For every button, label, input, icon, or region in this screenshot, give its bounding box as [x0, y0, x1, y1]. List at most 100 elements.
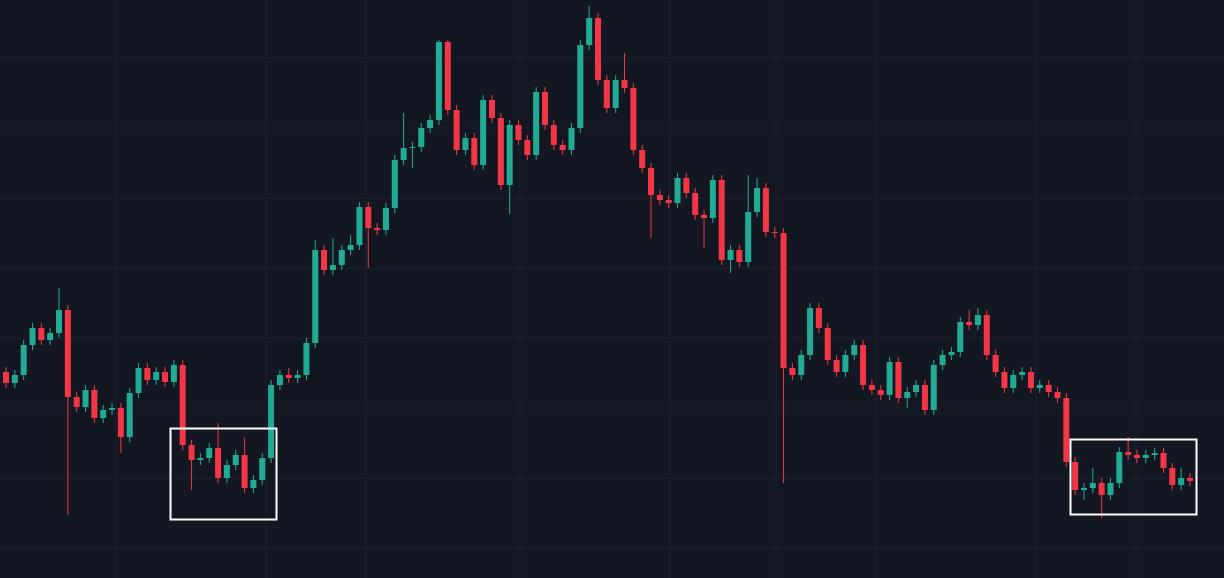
candle-body [533, 92, 540, 155]
candle-body [709, 180, 716, 218]
candle-body [365, 207, 372, 228]
candle-body [64, 310, 71, 397]
candle-body [1072, 462, 1079, 490]
candle-body [974, 315, 981, 325]
candle-body [718, 180, 725, 260]
candle-body [56, 310, 63, 333]
candle-body [126, 393, 133, 437]
candle-body [648, 168, 655, 195]
candle-body [939, 355, 946, 365]
candle-body [886, 362, 893, 395]
candle-body [798, 355, 805, 375]
candle-body [471, 138, 478, 165]
candle-body [595, 18, 601, 80]
candle-body [736, 250, 743, 262]
candle-body [1080, 488, 1087, 490]
candle-body [966, 322, 973, 325]
candle-body [20, 345, 27, 375]
candle-body [1169, 468, 1176, 485]
candle-body [904, 392, 911, 398]
candle-body [815, 308, 822, 328]
candle-body [541, 92, 548, 125]
candle-body [1125, 452, 1132, 455]
candle-body [91, 390, 98, 418]
candle-body [1027, 372, 1034, 388]
candle-body [1142, 455, 1149, 458]
candle-body [771, 232, 778, 233]
candle-body [117, 408, 124, 437]
candle-body [215, 448, 222, 478]
candle-body [73, 397, 80, 407]
candle-body [577, 45, 584, 128]
candle-body [524, 140, 531, 155]
candle-body [1107, 483, 1114, 495]
candle-body [47, 333, 54, 340]
candle-body [683, 178, 690, 193]
candle-body [674, 178, 681, 203]
candle-body [824, 328, 831, 360]
candle-body [356, 207, 363, 245]
candle-body [285, 375, 292, 378]
candle-body [312, 250, 319, 343]
candle-body [109, 408, 116, 410]
candle-body [1098, 483, 1105, 495]
candle-body [780, 233, 787, 368]
candle-body [276, 375, 283, 385]
candle-body [1063, 398, 1070, 462]
candle-body [586, 18, 593, 45]
candle-body [701, 215, 708, 218]
candle-body [1160, 453, 1167, 468]
candle-body [877, 390, 884, 395]
candle-body [82, 390, 89, 407]
candle-body [232, 455, 239, 465]
candle-body [144, 368, 151, 380]
candle-body [179, 365, 186, 445]
candle-body [462, 138, 469, 150]
candle-body [1089, 483, 1096, 488]
candle-body [444, 42, 451, 110]
candle-body [338, 250, 345, 265]
candle-body [497, 118, 504, 185]
candle-body [435, 42, 442, 120]
candle-body [250, 480, 257, 488]
candle-body [11, 375, 18, 383]
candle-body [868, 385, 875, 390]
highlight-box [169, 427, 278, 521]
candle-body [480, 100, 487, 165]
candle-body [745, 212, 752, 262]
candle-body [550, 125, 557, 145]
candle-body [374, 228, 381, 230]
candle-body [29, 328, 36, 345]
candle-body [612, 80, 619, 108]
candle-body [851, 345, 858, 355]
candle-body [789, 368, 796, 375]
candle-body [241, 455, 248, 488]
candle-body [418, 128, 425, 147]
candle-body [223, 465, 230, 478]
candle-body [1001, 372, 1008, 388]
candle-body [1116, 452, 1123, 483]
candle-body [38, 328, 45, 340]
candle-body [400, 148, 407, 160]
candle-body [1054, 392, 1061, 398]
candle-body [665, 200, 672, 203]
candle-body [1010, 375, 1017, 388]
candle-body [382, 208, 389, 230]
candle-body [294, 375, 301, 378]
candle-body [692, 193, 699, 215]
candle-body [268, 385, 275, 458]
candle-body [1133, 455, 1140, 458]
candle-body [762, 188, 769, 232]
candle-body [3, 372, 9, 383]
candle-body [515, 125, 522, 140]
candle-body [895, 362, 902, 398]
candle-body [321, 250, 328, 270]
candle-body [153, 372, 160, 380]
candle-body [559, 145, 566, 150]
candle-body [727, 250, 734, 260]
candle-body [656, 195, 663, 200]
candle-body [206, 448, 213, 458]
